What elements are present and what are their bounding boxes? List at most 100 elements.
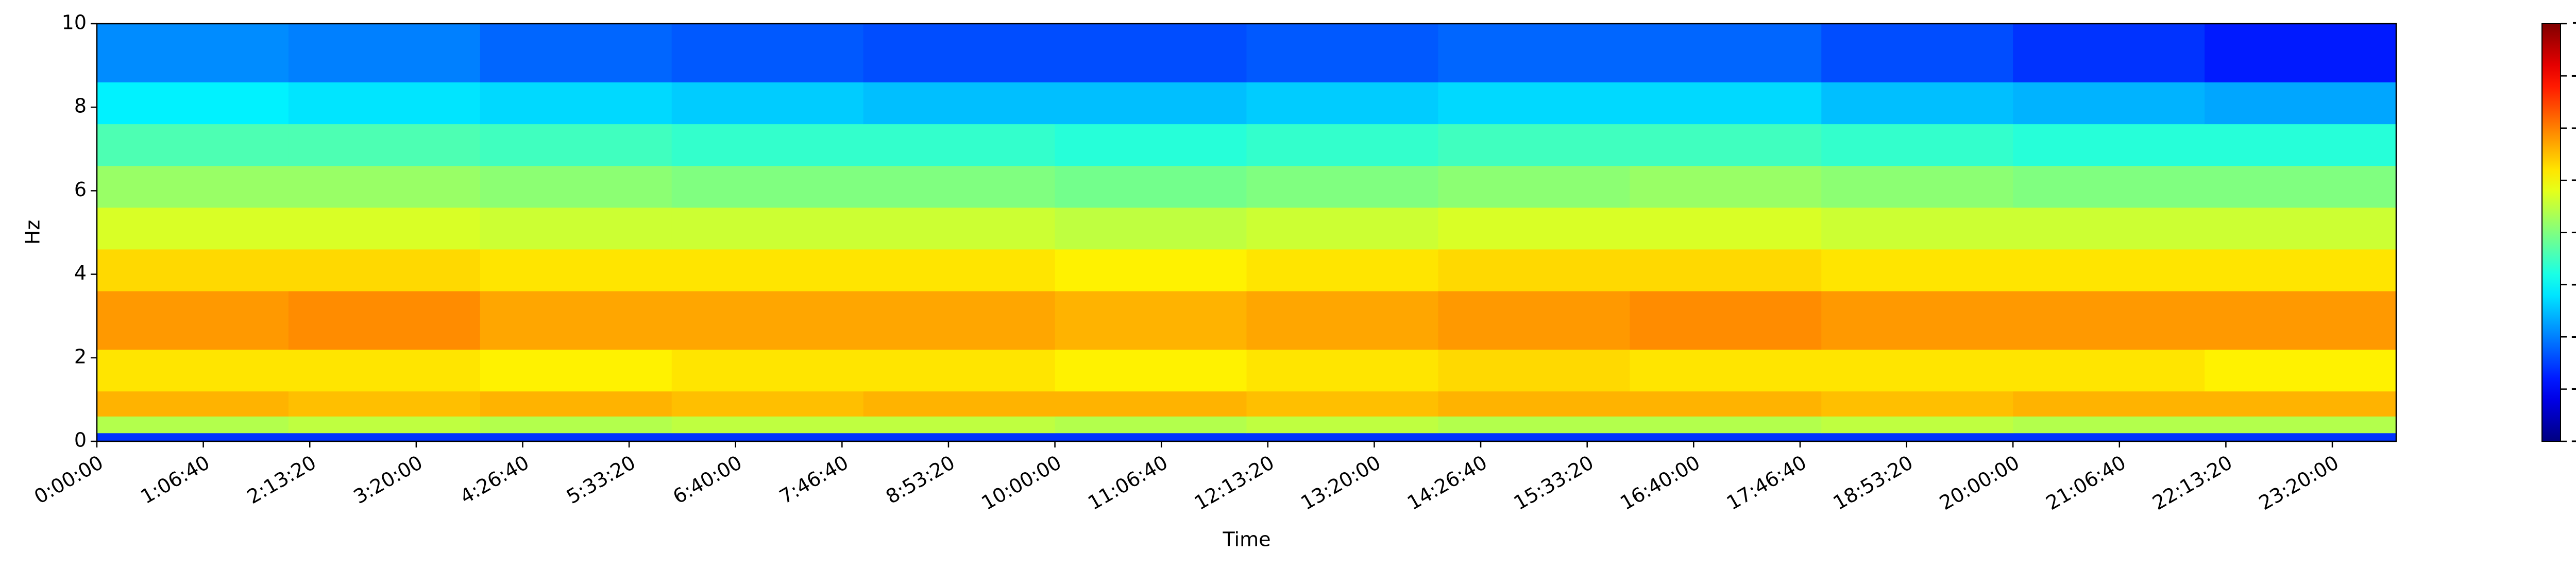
spectrogram-cell	[1630, 82, 1822, 125]
spectrogram-cell	[1246, 433, 1438, 442]
spectrogram-cell	[288, 82, 481, 125]
x-tick-label: 8:53:20	[882, 451, 959, 508]
x-tick-label: 6:40:00	[669, 451, 746, 508]
spectrogram-cell	[1246, 207, 1438, 250]
spectrogram-cell	[288, 165, 481, 208]
y-tick-label: 8	[74, 95, 87, 117]
spectrogram-cell	[1438, 24, 1630, 83]
spectrogram-cell	[1821, 24, 2013, 83]
spectrogram-cell	[288, 433, 481, 442]
spectrogram-cell	[1630, 165, 1822, 208]
x-tick-label: 23:20:00	[2255, 451, 2343, 514]
colorbar-tick-label: -80 dB	[2571, 429, 2576, 452]
spectrogram-cell	[1055, 249, 1247, 291]
spectrogram-cell	[2013, 433, 2205, 442]
x-tick-label: 2:13:20	[243, 451, 320, 508]
spectrogram-cell	[671, 391, 864, 417]
spectrogram-cell	[97, 24, 289, 83]
spectrogram-cell	[863, 124, 1056, 166]
spectrogram-cell	[2205, 291, 2397, 350]
x-tick-label: 12:13:20	[1191, 451, 1278, 514]
spectrogram-cell	[97, 433, 289, 442]
spectrogram-cell	[1246, 249, 1438, 291]
x-tick-label: 20:00:00	[1936, 451, 2023, 514]
spectrogram-cell	[1438, 124, 1630, 166]
spectrogram-cell	[1630, 207, 1822, 250]
spectrogram-cell	[480, 433, 672, 442]
spectrogram-cell	[671, 291, 864, 350]
spectrogram-cell	[1055, 433, 1247, 442]
spectrogram-cell	[2013, 165, 2205, 208]
spectrogram-cell	[1630, 249, 1822, 291]
spectrogram-cell	[671, 249, 864, 291]
spectrogram-cell	[1438, 82, 1630, 125]
y-tick-label: 0	[74, 429, 87, 452]
spectrogram-cell	[1246, 165, 1438, 208]
spectrogram-cell	[1055, 165, 1247, 208]
spectrogram-cell	[1438, 207, 1630, 250]
spectrogram-cell	[288, 416, 481, 434]
x-tick-label: 1:06:40	[137, 451, 213, 508]
x-tick-label: 11:06:40	[1084, 451, 1172, 514]
x-tick-label: 21:06:40	[2042, 451, 2130, 514]
spectrogram-cell	[1055, 124, 1247, 166]
spectrogram-cell	[1630, 433, 1822, 442]
spectrogram-cell	[1630, 416, 1822, 434]
spectrogram-cell	[1821, 165, 2013, 208]
spectrogram-cell	[1246, 349, 1438, 392]
colorbar-tick-label: -70 dB	[2571, 376, 2576, 399]
x-tick-label: 4:26:40	[456, 451, 533, 508]
spectrogram-cell	[863, 391, 1056, 417]
spectrogram-cell	[288, 249, 481, 291]
spectrogram-cell	[2205, 433, 2397, 442]
spectrogram-cell	[863, 249, 1056, 291]
spectrogram-cell	[2205, 416, 2397, 434]
spectrogram-cell	[480, 207, 672, 250]
spectrogram-cell	[1246, 391, 1438, 417]
spectrogram-cell	[1438, 249, 1630, 291]
spectrogram-cell	[1246, 416, 1438, 434]
spectrogram-cell	[1055, 207, 1247, 250]
x-tick-label: 5:33:20	[563, 451, 639, 508]
spectrogram-cell	[1055, 24, 1247, 83]
spectrogram-cell	[2013, 24, 2205, 83]
colorbar-tick-label: -40 dB	[2571, 220, 2576, 243]
spectrogram-cell	[1055, 291, 1247, 350]
plot-frame	[96, 23, 2397, 442]
spectrogram-cell	[288, 391, 481, 417]
spectrogram-cell	[671, 165, 864, 208]
spectrogram-cell	[1055, 349, 1247, 392]
spectrogram-cell	[480, 82, 672, 125]
x-axis-label: Time	[1223, 528, 1271, 551]
spectrogram-cell	[2205, 24, 2397, 83]
spectrogram-cell	[288, 124, 481, 166]
spectrogram-cell	[288, 291, 481, 350]
spectrogram-cell	[97, 124, 289, 166]
spectrogram-cell	[671, 433, 864, 442]
spectrogram-cell	[480, 349, 672, 392]
spectrogram-cell	[863, 165, 1056, 208]
spectrogram-cell	[671, 24, 864, 83]
x-tick-label: 13:20:00	[1297, 451, 1384, 514]
spectrogram-cell	[1438, 391, 1630, 417]
x-tick-label: 17:46:40	[1723, 451, 1810, 514]
spectrogram-cell	[288, 24, 481, 83]
spectrogram-cell	[1821, 349, 2013, 392]
colorbar	[2541, 23, 2561, 442]
spectrogram-cell	[1821, 291, 2013, 350]
spectrogram-cell	[97, 291, 289, 350]
spectrogram-cell	[863, 291, 1056, 350]
spectrogram-cell	[2013, 82, 2205, 125]
x-tick-label: 16:40:00	[1616, 451, 1704, 514]
y-tick-label: 10	[62, 11, 87, 34]
spectrogram-cell	[480, 249, 672, 291]
spectrogram-cell	[2013, 249, 2205, 291]
x-tick-label: 14:26:40	[1403, 451, 1491, 514]
x-tick-label: 18:53:20	[1829, 451, 1917, 514]
spectrogram-cell	[2013, 124, 2205, 166]
spectrogram-cell	[97, 349, 289, 392]
y-tick-label: 6	[74, 178, 87, 201]
spectrogram-cell	[1438, 291, 1630, 350]
spectrogram-cell	[288, 349, 481, 392]
